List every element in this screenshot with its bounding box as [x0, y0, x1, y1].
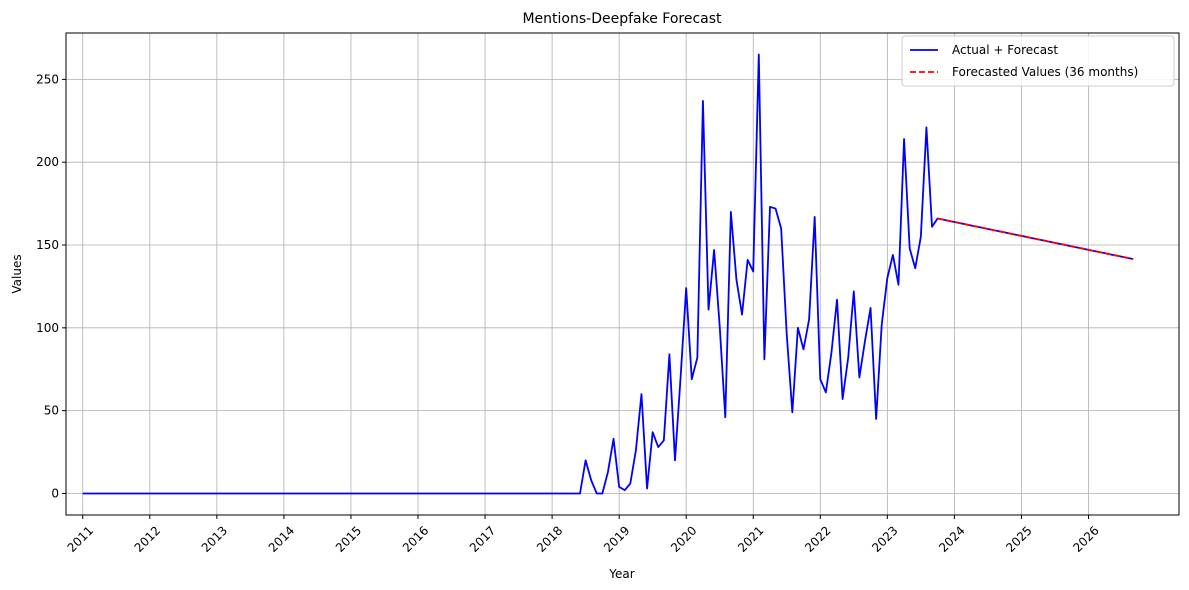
legend-box: [901, 35, 1175, 87]
y-tick-label: 0: [51, 486, 59, 500]
y-tick-label: 150: [36, 238, 59, 252]
y-tick-label: 50: [44, 404, 59, 418]
x-axis-title: Year: [608, 567, 634, 581]
legend-label-actual: Actual + Forecast: [952, 43, 1058, 57]
plot-frame: [65, 32, 1180, 516]
series-line-forecasted: [937, 217, 1134, 260]
y-tick-label: 100: [36, 321, 59, 335]
y-tick-label: 250: [36, 72, 59, 86]
legend: Actual + Forecast Forecasted Values (36 …: [901, 35, 1175, 87]
y-axis-title: Values: [10, 254, 24, 293]
legend-label-forecast: Forecasted Values (36 months): [952, 65, 1138, 79]
chart-title: Mentions-Deepfake Forecast: [522, 11, 722, 27]
y-tick-label: 200: [36, 155, 59, 169]
series-layer: [82, 53, 1134, 495]
